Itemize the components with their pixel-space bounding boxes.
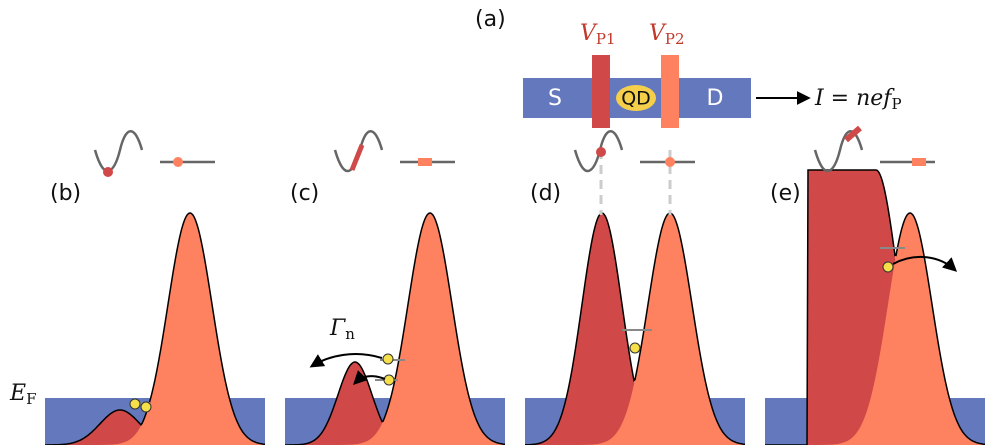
dot-label: QD <box>621 88 651 110</box>
panel-label: (d) <box>530 181 561 206</box>
icon-marks <box>103 128 926 177</box>
panel-label: (c) <box>290 181 319 206</box>
panel-label: (e) <box>770 181 801 206</box>
rate-label: Γn <box>329 316 355 343</box>
panel-label: (b) <box>50 181 81 206</box>
well-icons <box>95 131 935 171</box>
drain-label: D <box>707 86 724 111</box>
electrons <box>130 262 893 412</box>
source-label: S <box>548 86 562 111</box>
potential-profiles <box>45 170 985 445</box>
device-schematic: S QD D <box>523 55 808 215</box>
figure: S QD D VP1 VP2 I = nefP Γn EF (a) (b) (c… <box>0 0 985 445</box>
panel-label: (a) <box>475 7 506 32</box>
gate2-label: VP2 <box>649 21 685 48</box>
fermi-label: EF <box>9 381 36 408</box>
current-label: I = nefP <box>814 86 902 113</box>
gate1-label: VP1 <box>580 21 616 48</box>
levels <box>130 248 905 403</box>
